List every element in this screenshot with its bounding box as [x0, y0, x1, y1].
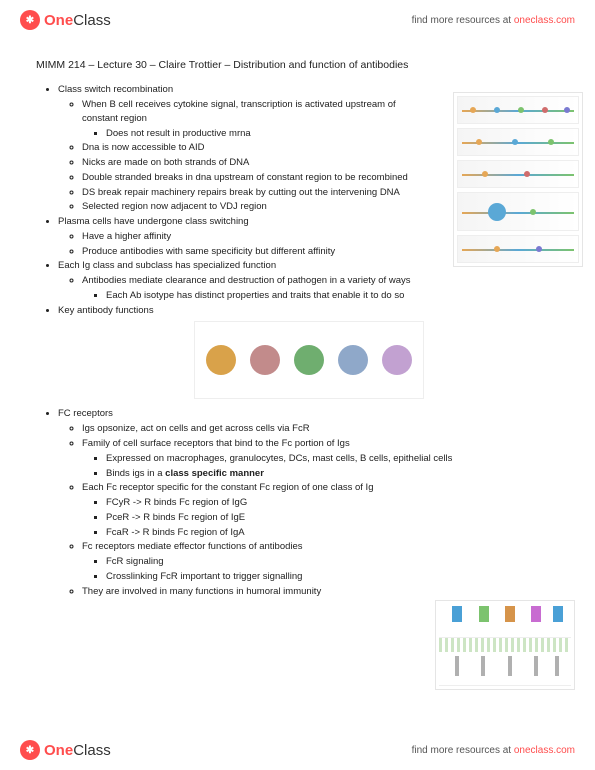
fcr-item-2-text: Family of cell surface receptors that bi… — [82, 438, 350, 449]
plasma-item-1: Have a higher affinity — [82, 230, 428, 244]
fcr-item-2b-pre: Binds igs in a — [106, 468, 165, 479]
sec-keyfunc-heading: Key antibody functions — [58, 305, 154, 316]
igclass-item-1a: Each Ab isotype has distinct properties … — [106, 289, 559, 303]
fcr-item-3c: FcaR -> R binds Fc region of IgA — [106, 526, 559, 540]
sec-fcr-heading: FC receptors — [58, 408, 113, 419]
csr-item-1: When B cell receives cytokine signal, tr… — [82, 98, 428, 140]
footer-brand-one: One — [44, 742, 73, 759]
func-blob-1 — [206, 345, 236, 375]
sec-keyfunc: Key antibody functions — [58, 304, 559, 400]
fcr-item-4: Fc receptors mediate effector functions … — [82, 540, 382, 583]
fcr-item-4-text: Fc receptors mediate effector functions … — [82, 541, 303, 552]
tagline-link[interactable]: oneclass.com — [514, 15, 575, 26]
fcr-item-5: They are involved in many functions in h… — [82, 585, 559, 599]
sec-plasma-heading: Plasma cells have undergone class switch… — [58, 216, 249, 227]
fcr-diagram-membrane — [439, 638, 571, 652]
fcr-item-2b-bold: class specific manner — [165, 468, 264, 479]
fcr-item-2: Family of cell surface receptors that bi… — [82, 437, 559, 480]
brand-one: One — [44, 12, 73, 29]
csr-item-4: Double stranded breaks in dna upstream o… — [82, 171, 428, 185]
sec-csr-heading: Class switch recombination — [58, 84, 173, 95]
fcr-item-4a: FcR signaling — [106, 555, 382, 569]
fcr-item-2a: Expressed on macrophages, granulocytes, … — [106, 452, 559, 466]
brand-logo-icon: ✱ — [20, 10, 40, 30]
func-blob-2 — [250, 345, 280, 375]
igclass-item-1-text: Antibodies mediate clearance and destruc… — [82, 275, 410, 286]
brand-logo-text: OneClass — [44, 12, 111, 29]
igclass-item-1: Antibodies mediate clearance and destruc… — [82, 274, 559, 303]
fcr-item-3a: FCyR -> R binds Fc region of IgG — [106, 496, 559, 510]
footer-brand-logo-icon: ✱ — [20, 740, 40, 760]
note-content: MIMM 214 – Lecture 30 – Claire Trottier … — [0, 40, 595, 609]
fcr-item-3: Each Fc receptor specific for the consta… — [82, 481, 559, 539]
fcr-diagram-bottom — [439, 652, 571, 686]
header-tagline: find more resources at oneclass.com — [412, 15, 575, 26]
fcr-item-1: Igs opsonize, act on cells and get acros… — [82, 422, 559, 436]
func-blob-5 — [382, 345, 412, 375]
fcr-item-2b: Binds igs in a class specific manner — [106, 467, 559, 481]
sec-igclass-heading: Each Ig class and subclass has specializ… — [58, 260, 276, 271]
fcr-item-3-text: Each Fc receptor specific for the consta… — [82, 482, 373, 493]
plasma-item-2: Produce antibodies with same specificity… — [82, 245, 428, 259]
footer-tagline-prefix: find more resources at — [412, 745, 514, 756]
page-header: ✱ OneClass find more resources at onecla… — [0, 0, 595, 40]
footer-tagline: find more resources at oneclass.com — [412, 745, 575, 756]
csr-item-6: Selected region now adjacent to VDJ regi… — [82, 200, 428, 214]
csr-item-5: DS break repair machinery repairs break … — [82, 186, 428, 200]
func-blob-4 — [338, 345, 368, 375]
sec-fcr: FC receptors Igs opsonize, act on cells … — [58, 407, 559, 598]
csr-item-1-text: When B cell receives cytokine signal, tr… — [82, 99, 396, 124]
footer-brand-logo: ✱ OneClass — [20, 740, 111, 760]
footer-brand-logo-text: OneClass — [44, 742, 111, 759]
footer-tagline-link[interactable]: oneclass.com — [514, 745, 575, 756]
csr-item-2: Dna is now accessible to AID — [82, 141, 428, 155]
lecture-title: MIMM 214 – Lecture 30 – Claire Trottier … — [36, 58, 559, 73]
func-blob-3 — [294, 345, 324, 375]
diagram-step-4 — [457, 192, 579, 231]
figure-antibody-functions — [194, 321, 424, 399]
diagram-step-5 — [457, 235, 579, 263]
tagline-prefix: find more resources at — [412, 15, 514, 26]
fcr-diagram-top — [439, 604, 571, 638]
footer-brand-class: Class — [73, 742, 111, 759]
figure-class-switch-diagram — [453, 92, 583, 267]
diagram-step-3 — [457, 160, 579, 188]
sec-plasma: Plasma cells have undergone class switch… — [58, 215, 428, 258]
diagram-step-2 — [457, 128, 579, 156]
brand-logo: ✱ OneClass — [20, 10, 111, 30]
page-footer: ✱ OneClass find more resources at onecla… — [0, 730, 595, 770]
diagram-step-1 — [457, 96, 579, 124]
sec-csr: Class switch recombination When B cell r… — [58, 83, 428, 214]
brand-class: Class — [73, 12, 111, 29]
fcr-item-4b: Crosslinking FcR important to trigger si… — [106, 570, 382, 584]
fcr-item-3b: PceR -> R binds Fc region of IgE — [106, 511, 559, 525]
csr-item-3: Nicks are made on both strands of DNA — [82, 156, 428, 170]
csr-item-1a: Does not result in productive mrna — [106, 127, 428, 141]
figure-fc-receptor-diagram — [435, 600, 575, 690]
